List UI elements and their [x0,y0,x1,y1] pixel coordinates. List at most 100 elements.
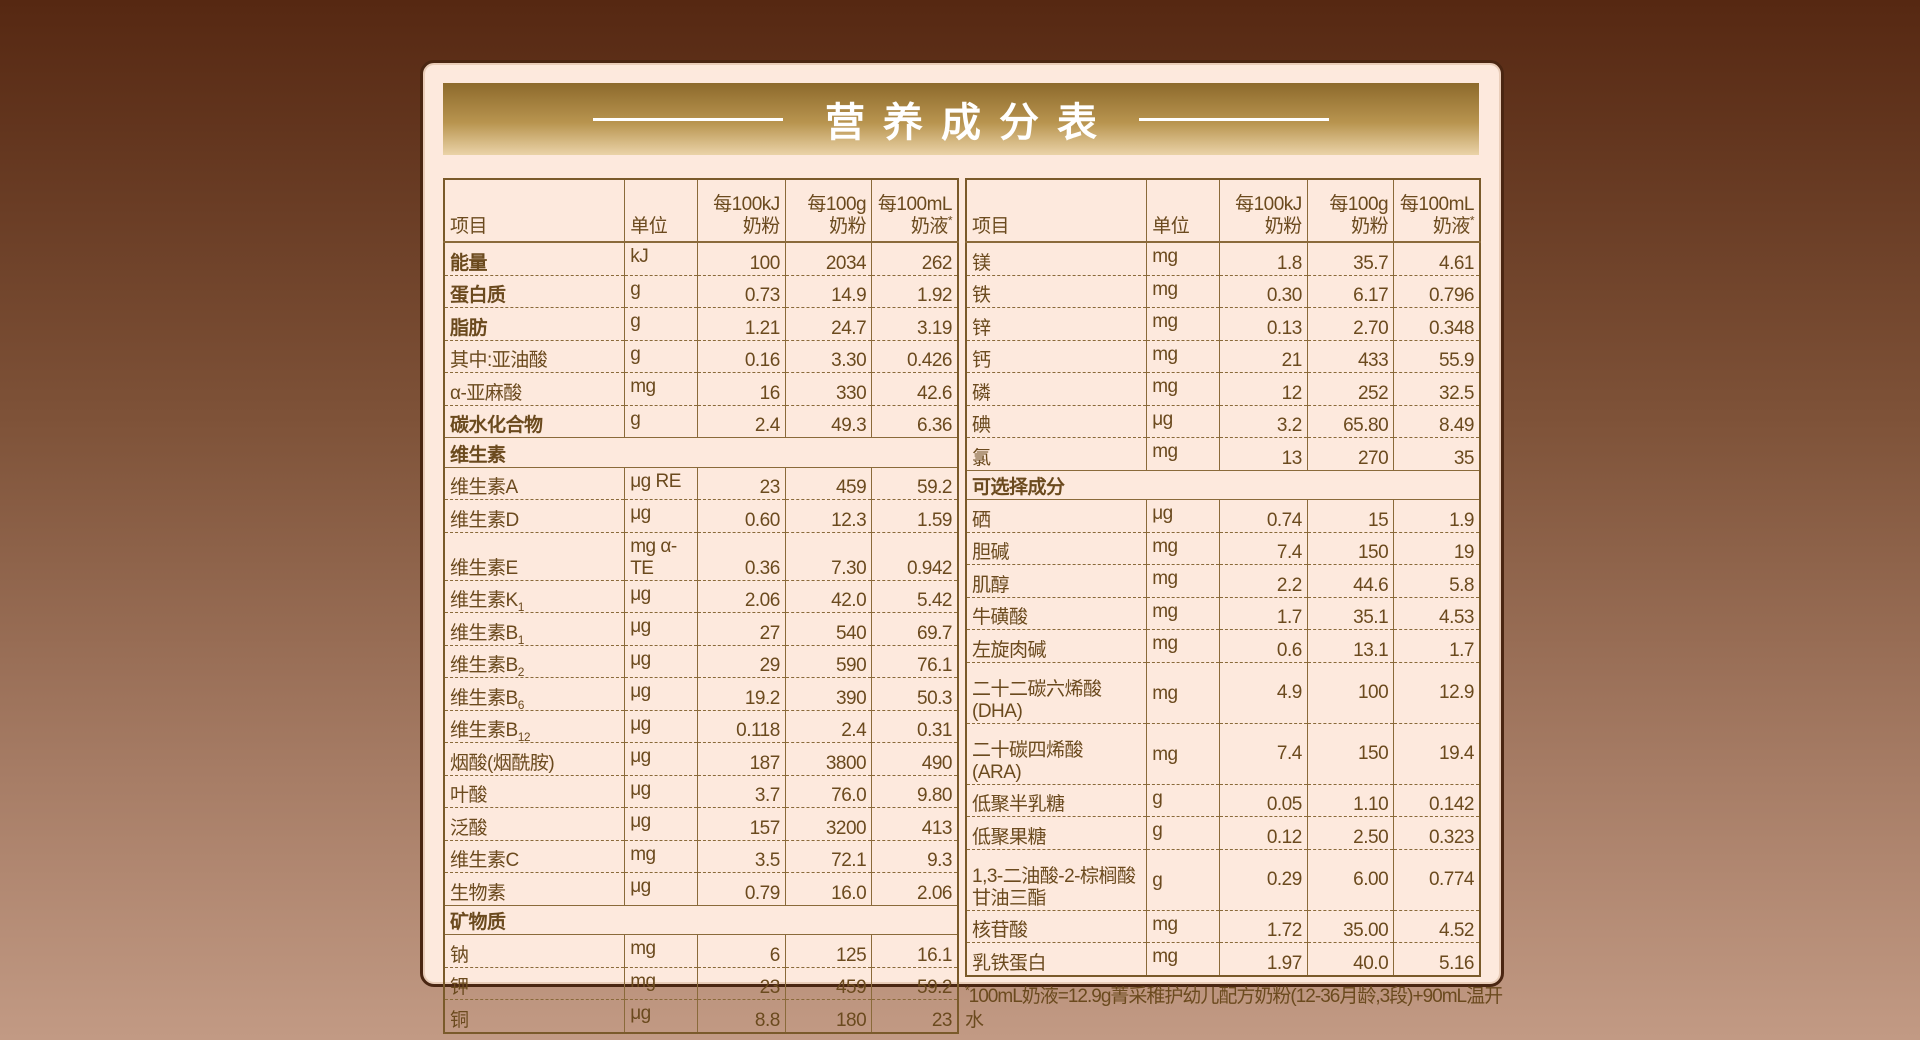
unit: μg [630,681,651,702]
section-title: 矿物质 [450,912,506,933]
value: 72.1 [831,850,867,871]
value: 1.8 [1276,252,1302,274]
asterisk: * [947,213,953,228]
unit: g [630,408,641,430]
table-row: 维生素C mg 3.5 72.1 9.3 [443,840,959,873]
value: 0.05 [1266,794,1302,815]
value: 13 [1281,447,1303,469]
subscript: 6 [517,697,525,712]
value: 2034 [825,252,867,274]
value: 5.42 [917,590,952,611]
unit: μg [630,1003,651,1024]
unit: mg [1152,278,1178,300]
value: 2.4 [841,720,867,741]
value: 6.00 [1353,868,1389,890]
header-item: 项目 [450,216,488,237]
nutrient-name: 钙 [972,350,991,371]
table-row: 肌醇 mg 2.2 44.6 5.8 [965,564,1481,598]
asterisk: * [1469,213,1475,228]
value: 4.61 [1439,252,1474,274]
footnote: *100mL奶液=12.9g菁采稚护幼儿配方奶粉(12-36月龄,3段)+90m… [965,984,1505,1033]
nutrient-name: 胆碱 [972,542,1010,563]
unit: mg [1152,246,1178,267]
nutrient-name: 能量 [450,252,488,274]
nutrient-name: 二十碳四烯酸 [972,739,1084,761]
value: 3.30 [831,350,867,371]
unit: g [630,311,641,332]
nutrition-table-left: 项目 单位 每100kJ 奶粉 每100g 奶粉 每100mL 奶液* 能量 kJ 100 2034 2… [443,178,959,1034]
section-title: 可选择成分 [972,477,1065,498]
title-line-right [1139,117,1329,121]
value: 23 [759,477,781,498]
table-row: 维生素B1 μg 27 540 69.7 [443,612,959,646]
unit: mg [1152,946,1178,967]
table-row: 能量 kJ 100 2034 262 [443,242,959,276]
value: 65.80 [1343,415,1389,436]
unit: μg [630,648,651,670]
nutrient-name: 烟酸(烟酰胺) [450,752,555,774]
header-per100kj: 每100kJ [713,194,780,215]
table-row: 低聚果糖 g 0.12 2.50 0.323 [965,816,1481,850]
table-row: 维生素B2 μg 29 590 76.1 [443,645,959,678]
unit: μg [630,876,651,897]
header-per100g: 每100g [1329,194,1389,215]
header-powder: 奶粉 [1351,216,1389,237]
nutrient-name: 维生素B [450,655,518,676]
nutrient-name: 钾 [450,977,469,998]
nutrition-table-right: 项目 单位 每100kJ 奶粉 每100g 奶粉 每100mL 奶液* 镁 mg 1.8 35.7 4.… [965,178,1481,977]
value: 2.06 [744,590,780,611]
value: 262 [921,252,953,274]
value: 459 [835,977,867,998]
value: 1.97 [1266,952,1302,974]
header-per100ml: 每100mL [877,194,953,215]
value: 59.2 [917,477,952,498]
table-row: 钠 mg 6 125 16.1 [443,934,959,968]
nutrient-name: 左旋肉碱 [972,639,1047,661]
value: 0.60 [744,509,780,531]
table-row: 胆碱 mg 7.4 150 19 [965,532,1481,565]
header-per100ml: 每100mL [1399,194,1475,215]
nutrient-name: 维生素B [450,687,518,709]
section-row: 维生素 [443,437,958,468]
nutrient-name: 乳铁蛋白 [972,952,1047,974]
value: 3.5 [754,850,780,871]
value: 1.10 [1353,794,1389,815]
nutrient-name: 碘 [972,415,991,436]
unit: μg [630,778,651,800]
value: 150 [1357,542,1389,563]
unit: mg [1152,535,1178,557]
section-row: 矿物质 [443,904,958,935]
nutrient-name: 氯 [972,447,991,469]
unit: mg [1152,376,1178,397]
table-row: 磷 mg 12 252 32.5 [965,372,1481,406]
value: 4.53 [1439,607,1474,628]
section-row: 可选择成分 [965,469,1480,500]
unit: mg [1152,913,1178,935]
table-row: 维生素D μg 0.60 12.3 1.59 [443,499,959,533]
value: 187 [749,752,781,774]
table-row: 其中:亚油酸 g 0.16 3.30 0.426 [443,340,959,373]
value: 16 [759,382,781,404]
nutrient-name: 其中:亚油酸 [450,350,548,371]
value: 23 [759,977,781,998]
value: 27 [759,622,781,644]
value: 1.72 [1266,920,1302,941]
table-row: 硒 μg 0.74 15 1.9 [965,499,1481,533]
unit: μg [630,503,651,524]
table-row: 维生素K1 μg 2.06 42.0 5.42 [443,580,959,613]
page-title: 营养成分表 [825,101,1115,145]
value: 49.3 [831,415,867,436]
table-row: α-亚麻酸 mg 16 330 42.6 [443,372,959,406]
value: 433 [1357,350,1389,371]
value: 7.4 [1276,742,1302,764]
unit: mg [1152,311,1178,332]
nutrition-card: 营养成分表 项目 单位 每100kJ 奶粉 每100g 奶粉 每100mL 奶液* 能量 kJ 10… [420,60,1504,1034]
table-row: 钙 mg 21 433 55.9 [965,340,1481,373]
value: 29 [759,655,781,676]
value: 2.2 [1276,574,1302,596]
value: 35 [1453,447,1475,469]
header-liquid: 奶液 [910,216,949,237]
value: 7.4 [1276,542,1302,563]
nutrient-name: 钠 [450,944,469,966]
value: 2.4 [754,415,780,436]
